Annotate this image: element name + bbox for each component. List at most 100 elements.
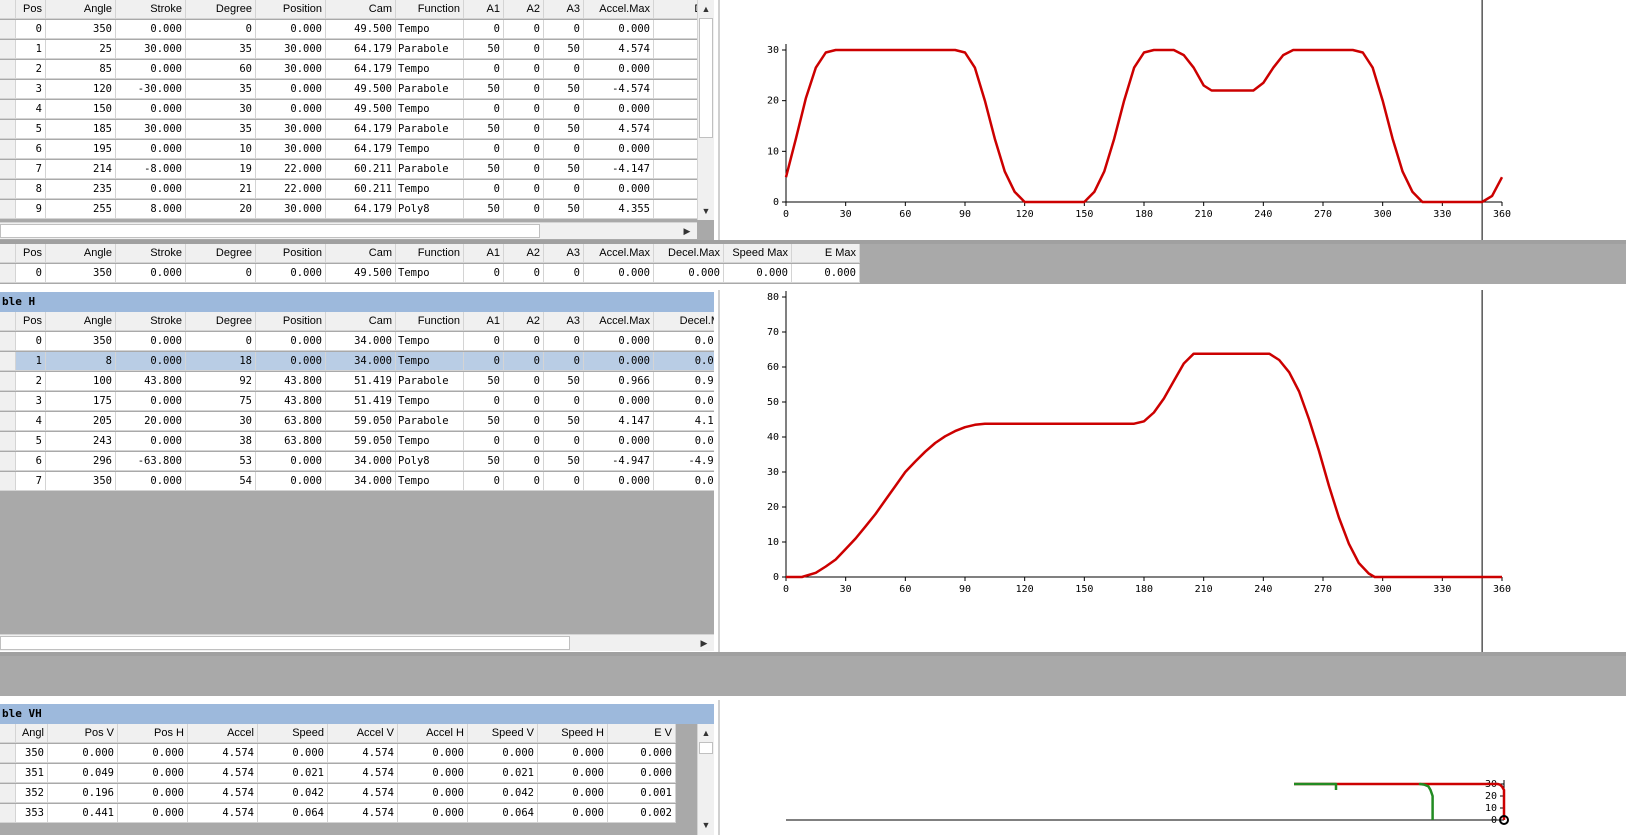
row-header[interactable] <box>0 784 16 803</box>
table-cell[interactable]: 4.574 <box>188 804 258 823</box>
table-cell[interactable]: 352 <box>16 784 48 803</box>
column-header[interactable]: A3 <box>544 244 584 263</box>
table-cell[interactable]: 34.000 <box>326 332 396 351</box>
table-cell[interactable]: 0.000 <box>116 140 186 159</box>
table-cell[interactable]: 0 <box>186 20 256 39</box>
table-cell[interactable]: 195 <box>46 140 116 159</box>
column-header[interactable]: Speed Max <box>724 244 792 263</box>
scroll-thumb[interactable] <box>699 742 713 754</box>
hscroll-thumb[interactable] <box>0 224 540 238</box>
column-header[interactable]: Accel H <box>398 724 468 743</box>
column-header[interactable]: A1 <box>464 0 504 19</box>
row-header[interactable] <box>0 372 16 391</box>
table-cell[interactable]: 3 <box>16 392 46 411</box>
table-cell[interactable]: 30.000 <box>256 120 326 139</box>
column-header[interactable]: Decel.Max <box>654 244 724 263</box>
table-cell[interactable]: 50 <box>544 200 584 219</box>
table-cell[interactable]: 255 <box>46 200 116 219</box>
table-cell[interactable]: 64.179 <box>326 120 396 139</box>
table-cell[interactable]: 0.049 <box>48 764 118 783</box>
table-cell[interactable]: 1 <box>16 352 46 371</box>
table-cell[interactable]: Parabole <box>396 160 464 179</box>
table-cell[interactable]: 0 <box>544 392 584 411</box>
table-cell[interactable]: 0.000 <box>118 784 188 803</box>
table-cell[interactable]: 0.000 <box>118 764 188 783</box>
table-cell[interactable]: 5 <box>16 120 46 139</box>
column-header[interactable]: Position <box>256 0 326 19</box>
table-cell[interactable]: 59.050 <box>326 412 396 431</box>
table-cell[interactable]: 0 <box>504 452 544 471</box>
table-cell[interactable]: 120 <box>46 80 116 99</box>
table-cell[interactable]: 0.000 <box>584 180 654 199</box>
table-cell[interactable]: 59.050 <box>326 432 396 451</box>
table-cell[interactable]: 50 <box>464 120 504 139</box>
table-cell[interactable]: 0 <box>504 264 544 283</box>
table-cell[interactable]: 0.021 <box>258 764 328 783</box>
table-cell[interactable]: 30.000 <box>116 120 186 139</box>
table-cell[interactable]: 0.000 <box>608 744 676 763</box>
table-cell[interactable]: 43.800 <box>256 372 326 391</box>
table-cell[interactable]: -63.800 <box>116 452 186 471</box>
table-cell[interactable]: Poly8 <box>396 452 464 471</box>
table-cell[interactable]: 64.179 <box>326 40 396 59</box>
table-cell[interactable]: 4.355 <box>584 200 654 219</box>
table-cell[interactable]: Tempo <box>396 60 464 79</box>
table-cell[interactable]: Parabole <box>396 412 464 431</box>
table-cell[interactable]: 0.000 <box>256 100 326 119</box>
table-cell[interactable]: 0.00 <box>654 352 714 371</box>
table-cell[interactable]: 0.000 <box>584 472 654 491</box>
table-cell[interactable]: 50 <box>544 452 584 471</box>
table-cell[interactable]: 19 <box>186 160 256 179</box>
table-cell[interactable]: 0 <box>464 332 504 351</box>
table-cell[interactable]: 5 <box>16 432 46 451</box>
table-cell[interactable]: 50 <box>464 372 504 391</box>
table-cell[interactable]: 0.002 <box>608 804 676 823</box>
scroll-up-icon[interactable]: ▲ <box>701 4 711 14</box>
row-header[interactable] <box>0 332 16 351</box>
table-cell[interactable]: 350 <box>46 332 116 351</box>
table-cell[interactable]: 35 <box>186 80 256 99</box>
row-header[interactable] <box>0 352 16 371</box>
table-cell[interactable]: 0.000 <box>398 784 468 803</box>
table-cell[interactable]: 0 <box>464 60 504 79</box>
table-cell[interactable]: 0.000 <box>608 764 676 783</box>
column-header[interactable]: Speed <box>258 724 328 743</box>
row-header[interactable] <box>0 20 16 39</box>
table-cell[interactable]: 49.500 <box>326 80 396 99</box>
table-row[interactable]: 0 350 0.000 0 0.000 49.500 Tempo 0 0 0 0.000 0.000 0… <box>0 264 860 284</box>
table-cell[interactable]: 85 <box>46 60 116 79</box>
table-cell[interactable]: Parabole <box>396 80 464 99</box>
table-cell[interactable]: 6 <box>16 452 46 471</box>
table-cell[interactable]: 50 <box>464 160 504 179</box>
table-cell[interactable]: 43.800 <box>256 392 326 411</box>
column-header[interactable]: Position <box>256 244 326 263</box>
table-cell[interactable]: Tempo <box>396 352 464 371</box>
row-header[interactable] <box>0 180 16 199</box>
table-cell[interactable]: 0.000 <box>724 264 792 283</box>
table-cell[interactable]: 0 <box>504 120 544 139</box>
column-header[interactable]: A1 <box>464 312 504 331</box>
table-cell[interactable]: 0.000 <box>256 332 326 351</box>
table-cell[interactable]: 35 <box>186 40 256 59</box>
column-header[interactable]: Cam <box>326 0 396 19</box>
table-cell[interactable]: 30 <box>186 100 256 119</box>
table-cell[interactable]: 1 <box>16 40 46 59</box>
table-cell[interactable]: 0.196 <box>48 784 118 803</box>
table-cell[interactable]: 0.000 <box>468 744 538 763</box>
table-cell[interactable]: 20.000 <box>116 412 186 431</box>
table-cell[interactable]: Tempo <box>396 180 464 199</box>
table-cell[interactable]: 0.00 <box>654 432 714 451</box>
table-cell[interactable]: 25 <box>46 40 116 59</box>
splitter[interactable] <box>0 652 1626 656</box>
table-cell[interactable]: 51.419 <box>326 392 396 411</box>
table-cell[interactable]: 49.500 <box>326 100 396 119</box>
table-cell[interactable]: 0 <box>544 432 584 451</box>
table-cell[interactable]: 3 <box>16 80 46 99</box>
table-cell[interactable]: 63.800 <box>256 412 326 431</box>
scroll-right-icon[interactable]: ▶ <box>683 226 691 236</box>
table-row[interactable]: 353 0.441 0.000 4.574 0.064 4.574 0.000 0.064 0.… <box>0 804 714 824</box>
table-cell[interactable]: 0.000 <box>116 100 186 119</box>
